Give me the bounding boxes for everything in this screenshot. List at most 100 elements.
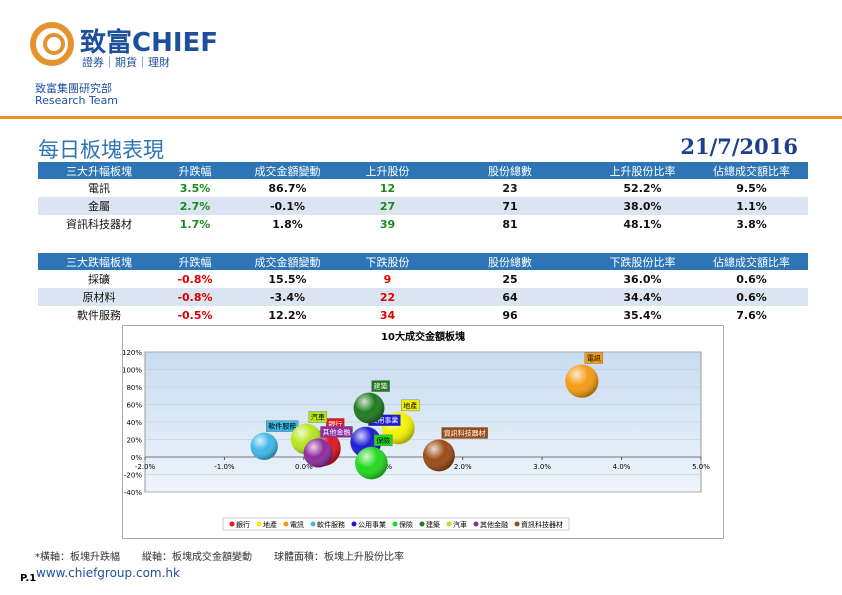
bubble-shine xyxy=(422,439,455,472)
cell: -0.8% xyxy=(160,288,230,306)
bubble-label-box xyxy=(320,426,353,438)
legend-label: 資訊科技器材 xyxy=(521,520,563,529)
footnote-item: 球體面積：板塊上升股份比率 xyxy=(274,552,404,563)
table-up: 三大升幅板塊 升跌幅 成交金額變動 上升股份 股份總數 上升股份比率 佔總成交額比率電訊 3.… xyxy=(38,162,808,233)
legend-label: 銀行 xyxy=(236,520,250,529)
cell: 27 xyxy=(345,197,430,215)
row: 金屬 2.7% -0.1% 27 71 38.0% 1.1% xyxy=(38,197,808,215)
date: 21/7/2016 xyxy=(680,134,798,159)
cell: 34.4% xyxy=(590,288,695,306)
bubble-label: 公用事業 xyxy=(370,416,398,425)
cell: 22 xyxy=(345,288,430,306)
cell: 38.0% xyxy=(590,197,695,215)
logo-icon xyxy=(30,22,74,66)
table-down: 三大跌幅板塊 升跌幅 成交金額變動 下跌股份 股份總數 下跌股份比率 佔總成交額比率 採礦 -0… xyxy=(38,253,808,324)
header-cell: 上升股份比率 xyxy=(590,162,695,179)
bubble-label: 地產 xyxy=(403,401,417,410)
cell: -0.1% xyxy=(230,197,345,215)
cell: -3.4% xyxy=(230,288,345,306)
cell: 36.0% xyxy=(623,272,662,286)
cell: 電訊 xyxy=(88,182,110,195)
tagline: 證券｜期貨｜理財 xyxy=(82,56,170,69)
footnote-item: *橫軸：板塊升跌幅 xyxy=(35,552,120,563)
legend-label: 其他金融 xyxy=(480,520,508,529)
bubble-label: 建築 xyxy=(374,382,388,391)
cell: 71 xyxy=(430,197,590,215)
y-tick-label: 60% xyxy=(126,402,142,410)
x-tick-label: -1.0% xyxy=(214,463,235,471)
cell: 金屬 xyxy=(38,197,160,215)
legend-swatch xyxy=(514,521,520,527)
cell: 86.7% xyxy=(268,181,307,195)
cell: 2.7% xyxy=(160,197,230,215)
bubble-label: 軟件服務 xyxy=(268,422,296,431)
bubble-shine xyxy=(250,432,278,461)
legend-swatch xyxy=(446,521,452,527)
cell: 1.8% xyxy=(272,217,303,231)
header-cell: 三大跌幅板塊 xyxy=(38,253,160,270)
header-cell: 上升股份 xyxy=(345,162,430,179)
cell: 48.1% xyxy=(623,217,662,231)
legend-swatch xyxy=(419,521,425,527)
header-cell: 下跌股份比率 xyxy=(590,253,695,270)
bubble-shine xyxy=(565,364,599,398)
row: 採礦 -0.8% 15.5% 9 25 36.0% 0.6% xyxy=(38,270,808,288)
footnote-item: 縱軸：板塊成交金額變動 xyxy=(142,552,252,563)
legend-label: 保險 xyxy=(399,520,413,529)
legend-label: 建築 xyxy=(426,520,440,529)
legend-swatch xyxy=(351,521,357,527)
legend-label: 地產 xyxy=(263,520,277,529)
header-cell: 佔總成交額比率 xyxy=(695,162,808,179)
cell: 23 xyxy=(502,181,518,195)
page-title: 每日板塊表現 xyxy=(38,138,164,162)
cell: 1.1% xyxy=(695,197,808,215)
cell: -0.8% xyxy=(177,272,213,286)
dept: 致富集團研究部 xyxy=(35,82,112,95)
header-cell: 佔總成交額比率 xyxy=(695,253,808,270)
bubble-label-box xyxy=(308,411,328,423)
y-tick-label: 100% xyxy=(122,367,142,375)
cell: 0.6% xyxy=(695,288,808,306)
bubble-label-box xyxy=(374,434,393,447)
cell: 3.8% xyxy=(736,217,767,231)
cell: 9.5% xyxy=(736,181,767,195)
cell: 3.5% xyxy=(179,181,211,195)
url: www.chiefgroup.com.hk xyxy=(36,566,180,580)
cell: 34 xyxy=(379,308,396,322)
bubble-shine xyxy=(353,392,385,424)
bubble-label: 保險 xyxy=(376,436,390,445)
header-cell: 升跌幅 xyxy=(160,162,230,179)
bubble-label: 銀行 xyxy=(328,419,342,428)
cell: 64 xyxy=(430,288,590,306)
cell: 軟件服務 xyxy=(77,309,121,322)
cell: 1.7% xyxy=(179,217,211,231)
cell: 15.5% xyxy=(268,272,307,286)
legend-swatch xyxy=(283,521,289,527)
header-row: 三大跌幅板塊 升跌幅 成交金額變動 下跌股份 股份總數 下跌股份比率 佔總成交額比率 xyxy=(38,253,808,270)
cell: 81 xyxy=(502,217,518,231)
legend-label: 電訊 xyxy=(290,520,304,529)
page-number: P.1 xyxy=(20,573,37,584)
header-cell: 股份總數 xyxy=(430,253,590,270)
legend-swatch xyxy=(392,521,398,527)
bubble-label: 資訊科技器材 xyxy=(444,428,486,437)
header-row: 三大升幅板塊 升跌幅 成交金額變動 上升股份 股份總數 上升股份比率 佔總成交額比率 xyxy=(38,162,808,179)
legend-label: 軟件服務 xyxy=(317,520,345,529)
chart-title: 10大成交金額板塊 xyxy=(381,330,465,343)
x-tick-label: 2.0% xyxy=(454,463,472,471)
legend-label: 公用事業 xyxy=(358,520,386,529)
cell: 12 xyxy=(379,181,396,195)
cell: 25 xyxy=(502,272,518,286)
y-tick-label: -40% xyxy=(124,489,142,497)
bubble-label-box xyxy=(441,427,488,439)
x-tick-label: 0.0% xyxy=(295,463,313,471)
cell: 52.2% xyxy=(623,181,662,195)
cell: 0.6% xyxy=(736,272,767,286)
footnote: *橫軸：板塊升跌幅 縱軸：板塊成交金額變動 球體面積：板塊上升股份比率 xyxy=(35,548,404,563)
bubble-label: 其他金融 xyxy=(323,427,351,436)
divider xyxy=(0,116,842,119)
y-tick-label: 20% xyxy=(126,437,142,445)
row: 電訊 3.5% 86.7% 12 23 52.2% 9.5% xyxy=(38,179,808,197)
bubble-label-box xyxy=(401,399,420,412)
header-cell: 升跌幅 xyxy=(160,253,230,270)
